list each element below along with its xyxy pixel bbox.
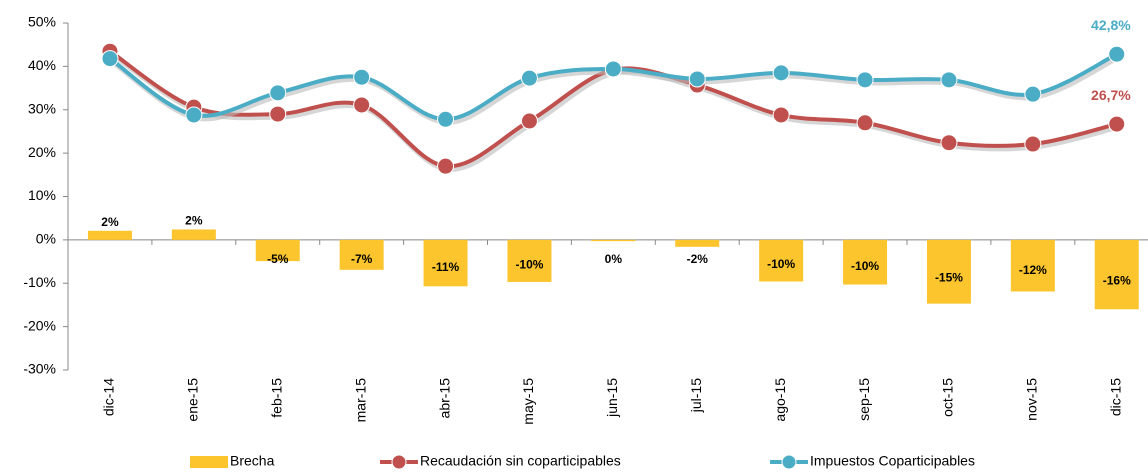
bar: [843, 239, 888, 285]
bar: [926, 239, 971, 304]
bar-label: -12%: [1019, 263, 1047, 277]
y-tick-label: -30%: [23, 361, 56, 377]
x-tick-label: may-15: [520, 378, 536, 425]
x-tick-label: oct-15: [940, 378, 956, 417]
bar-label: -5%: [267, 252, 289, 266]
point: [437, 157, 455, 175]
bar: [171, 229, 216, 240]
bar: [339, 239, 384, 270]
point: [520, 69, 538, 87]
y-tick-label: 40%: [28, 57, 56, 73]
y-tick-label: 30%: [28, 100, 56, 116]
bar-label: -10%: [515, 257, 543, 271]
legend-label: Impuestos Coparticipables: [810, 453, 975, 469]
bar-label: -15%: [935, 270, 963, 284]
end-label: 26,7%: [1091, 87, 1131, 103]
bar: [759, 239, 804, 282]
point: [772, 106, 790, 124]
x-tick-label: feb-15: [268, 378, 284, 418]
point: [520, 112, 538, 130]
x-tick-label: mar-15: [352, 378, 368, 423]
point: [688, 70, 706, 88]
bar-label: -2%: [687, 252, 709, 266]
end-label: 42,8%: [1091, 17, 1131, 33]
x-tick-label: jun-15: [604, 378, 620, 418]
point: [269, 84, 287, 102]
point: [1108, 45, 1126, 63]
x-tick-label: ene-15: [185, 378, 201, 422]
legend-swatch: [391, 454, 407, 470]
x-tick-label: dic-14: [101, 378, 117, 416]
bar-label: -11%: [432, 260, 460, 274]
legend-label: Brecha: [230, 453, 275, 469]
point: [185, 106, 203, 124]
legend-swatch: [190, 456, 228, 468]
y-tick-label: -10%: [23, 274, 56, 290]
bar: [423, 239, 468, 287]
point: [353, 68, 371, 86]
point: [856, 114, 874, 132]
x-tick-label: abr-15: [436, 378, 452, 419]
bar: [675, 239, 720, 247]
bar: [1094, 239, 1139, 310]
bar-label: 2%: [185, 214, 203, 228]
point: [1024, 85, 1042, 103]
y-tick-label: 0%: [36, 231, 56, 247]
bar: [87, 230, 132, 240]
y-tick-label: -20%: [23, 317, 56, 333]
point: [1108, 115, 1126, 133]
point: [269, 105, 287, 123]
point: [1024, 135, 1042, 153]
x-tick-label: jul-15: [688, 378, 704, 413]
legend-swatch: [781, 454, 797, 470]
legend-label: Recaudación sin coparticipables: [420, 453, 621, 469]
bar: [1010, 239, 1055, 292]
y-tick-label: 20%: [28, 144, 56, 160]
bar: [591, 239, 636, 242]
bar-label: -10%: [851, 259, 879, 273]
x-tick-label: nov-15: [1024, 378, 1040, 421]
point: [772, 64, 790, 82]
bar-label: 2%: [101, 215, 119, 229]
point: [604, 60, 622, 78]
bar: [255, 239, 300, 262]
bar-label: -16%: [1103, 274, 1131, 288]
bar-label: 0%: [605, 252, 623, 266]
point: [101, 50, 119, 68]
y-tick-label: 50%: [28, 14, 56, 30]
bar-label: -10%: [767, 257, 795, 271]
point: [437, 110, 455, 128]
x-tick-label: sep-15: [856, 378, 872, 421]
point: [353, 96, 371, 114]
x-tick-label: ago-15: [772, 378, 788, 422]
x-tick-label: dic-15: [1107, 378, 1123, 416]
bar: [507, 239, 552, 282]
point: [940, 71, 958, 89]
point: [856, 71, 874, 89]
y-tick-label: 10%: [28, 187, 56, 203]
point: [940, 134, 958, 152]
bar-label: -7%: [351, 252, 373, 266]
